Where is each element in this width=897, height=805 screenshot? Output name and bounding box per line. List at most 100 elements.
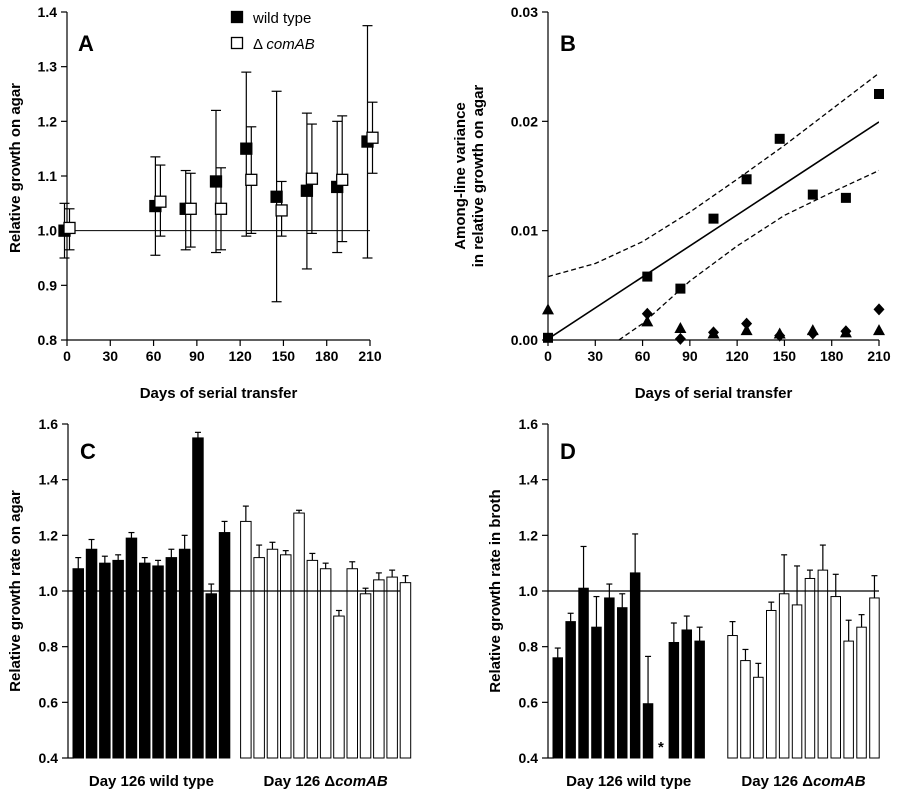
x-tick-label: 150 <box>773 348 797 364</box>
panel-label-a: A <box>78 31 94 56</box>
wild-type-bar <box>178 548 191 759</box>
panel-label: D <box>560 439 576 464</box>
y-tick-label: 1.0 <box>39 583 59 599</box>
x-tick-label: 30 <box>587 348 603 364</box>
x-tick-label: 180 <box>315 348 339 364</box>
variance-square-point <box>807 189 818 200</box>
group-label-comab: Day 126 ΔcomAB <box>741 773 865 790</box>
regression-line <box>548 121 879 340</box>
wild-type-bar <box>629 572 641 759</box>
x-tick-label: 210 <box>358 348 382 364</box>
wild-type-bar <box>591 626 602 759</box>
wild-type-bar <box>218 532 231 759</box>
panel-label-b: B <box>560 31 576 56</box>
x-tick-label: 210 <box>867 348 891 364</box>
variance-triangle-point <box>641 315 654 327</box>
y-tick-label: 0.8 <box>39 639 59 655</box>
y-tick-label: 1.3 <box>38 59 58 75</box>
x-tick-label: 60 <box>635 348 651 364</box>
y-tick-label: 0.8 <box>38 332 58 348</box>
panel-b-plot-area <box>548 72 879 340</box>
y-tick-label: 1.1 <box>38 168 58 184</box>
comab-bar <box>843 640 854 759</box>
comab-point <box>245 173 258 186</box>
comab-point <box>336 173 349 186</box>
x-tick-label: 90 <box>682 348 698 364</box>
comab-point <box>154 195 167 208</box>
wild-type-bar <box>681 629 692 759</box>
comab-point <box>63 221 76 235</box>
wild-type-bar <box>139 562 151 759</box>
lower-confidence-band <box>618 169 879 340</box>
variance-square-point <box>642 271 653 282</box>
x-tick-label: 180 <box>820 348 844 364</box>
variance-square-point <box>774 133 785 144</box>
y-tick-label: 1.6 <box>519 416 539 432</box>
comab-point <box>184 202 197 215</box>
comab-bar <box>856 626 867 759</box>
variance-square-point <box>874 89 884 99</box>
x-axis-label: Days of serial transfer <box>635 385 793 402</box>
variance-triangle-point <box>674 321 687 333</box>
legend-comab-label: Δ comAB <box>253 36 315 53</box>
variance-square-point <box>543 332 553 343</box>
variance-square-point <box>675 283 686 294</box>
variance-square-point <box>708 213 719 224</box>
wild-type-point <box>209 175 223 188</box>
y-tick-label: 1.0 <box>38 223 58 239</box>
wild-type-bar <box>192 437 204 759</box>
comab-bar <box>753 676 764 759</box>
wild-type-bar <box>694 640 705 759</box>
wild-type-point <box>300 184 314 197</box>
y-tick-label: 1.2 <box>519 527 539 543</box>
variance-square-point <box>741 174 752 185</box>
comab-bar <box>266 548 279 759</box>
comab-point <box>214 202 228 215</box>
x-tick-label: 30 <box>102 348 118 364</box>
comab-bar <box>817 569 829 759</box>
y-axis-label: Relative growth on agar <box>7 83 24 253</box>
comab-bar <box>869 597 880 759</box>
y-tick-label: 0.6 <box>39 694 59 710</box>
y-tick-label: 0.03 <box>511 4 538 20</box>
y-axis-label: Relative growth rate in broth <box>487 489 504 692</box>
legend-wild-type-marker <box>230 10 244 24</box>
y-tick-label: 1.4 <box>38 4 58 20</box>
wild-type-bar <box>604 597 615 759</box>
wild-type-point <box>240 142 253 155</box>
x-tick-label: 0 <box>544 348 552 364</box>
legend-wild-type-label: wild type <box>252 10 311 27</box>
comab-bar <box>830 596 841 759</box>
wild-type-bar <box>552 657 563 759</box>
y-tick-label: 1.4 <box>39 472 59 488</box>
y-tick-label: 0.01 <box>511 223 538 239</box>
legend-comab-marker <box>230 36 244 50</box>
comab-bar <box>333 615 345 759</box>
comab-bar <box>373 579 385 759</box>
y-axis-label: Relative growth rate on agar <box>7 490 24 692</box>
wild-type-bar <box>112 559 124 759</box>
wild-type-bar <box>668 641 680 759</box>
y-tick-label: 0.4 <box>39 750 59 766</box>
x-tick-label: 0 <box>63 348 71 364</box>
panel-label: C <box>80 439 96 464</box>
legend-comab-italic: comAB <box>266 36 314 53</box>
wild-type-bar <box>85 548 98 759</box>
group-label-comab: Day 126 ΔcomAB <box>264 773 388 790</box>
wild-type-bar <box>125 537 138 759</box>
comab-point <box>275 204 288 217</box>
y-tick-label: 0.8 <box>519 639 539 655</box>
upper-confidence-band <box>548 72 879 278</box>
comab-bar <box>740 660 751 759</box>
comab-bar <box>293 512 305 759</box>
comab-bar <box>280 554 292 759</box>
group-label-italic: comAB <box>813 773 866 790</box>
variance-diamond-point <box>840 325 852 338</box>
comab-bar <box>319 568 332 759</box>
wild-type-bar <box>642 703 654 759</box>
x-axis-label: Days of serial transfer <box>140 385 298 402</box>
wild-type-bar <box>152 565 164 759</box>
y-tick-label: 1.0 <box>519 583 539 599</box>
